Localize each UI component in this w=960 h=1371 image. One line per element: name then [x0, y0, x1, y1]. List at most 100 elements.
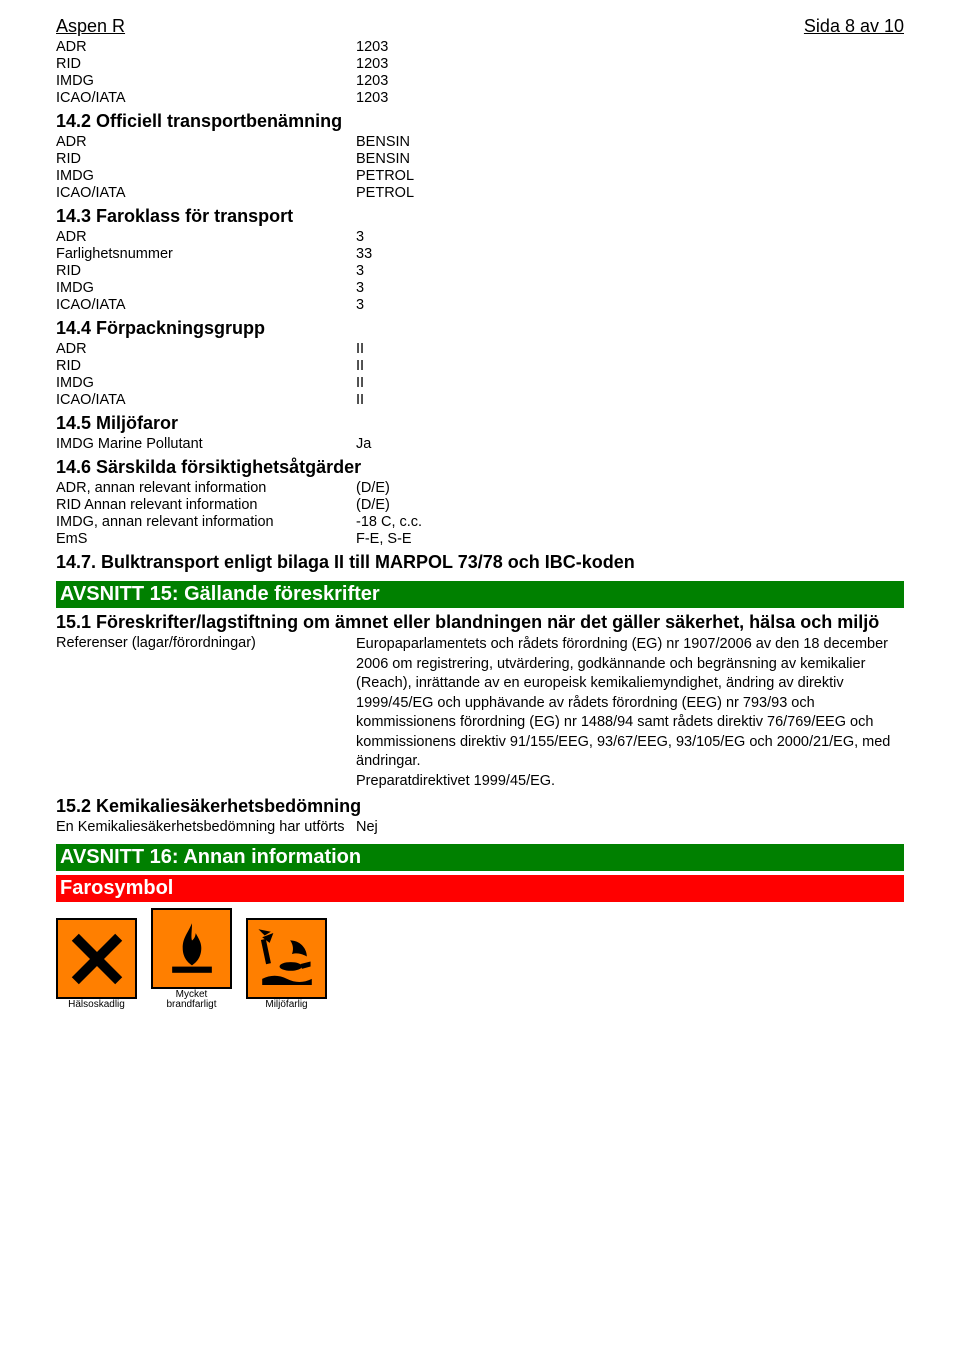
flammable-icon	[151, 908, 232, 989]
row-key: IMDG, annan relevant information	[56, 514, 356, 531]
s14-6-title: 14.6 Särskilda försiktighetsåtgärder	[56, 457, 904, 478]
row-value: 1203	[356, 56, 904, 73]
s15-1-title: 15.1 Föreskrifter/lagstiftning om ämnet …	[56, 612, 904, 633]
row-key: RID	[56, 151, 356, 168]
row-key: ADR, annan relevant information	[56, 480, 356, 497]
s14-2-title: 14.2 Officiell transportbenämning	[56, 111, 904, 132]
s15-band: AVSNITT 15: Gällande föreskrifter	[56, 581, 904, 608]
page-header: Aspen R Sida 8 av 10	[56, 16, 904, 37]
table-row: IMDG3	[56, 280, 904, 297]
table-row: RID3	[56, 263, 904, 280]
table-row: ICAO/IATA3	[56, 297, 904, 314]
farosymbol-band: Farosymbol	[56, 875, 904, 902]
environment-icon	[246, 918, 327, 999]
row-key: ICAO/IATA	[56, 185, 356, 202]
row-key: Farlighetsnummer	[56, 246, 356, 263]
hazard-symbol: Miljöfarlig	[246, 918, 327, 1011]
row-key: EmS	[56, 531, 356, 548]
row-key: ADR	[56, 229, 356, 246]
row-key: RID	[56, 56, 356, 73]
references-text: Europaparlamentets och rådets förordning…	[356, 635, 904, 792]
row-key: RID Annan relevant information	[56, 497, 356, 514]
table-row: IMDG1203	[56, 73, 904, 90]
row-value: 1203	[356, 73, 904, 90]
table-row: IMDGII	[56, 375, 904, 392]
row-value: II	[356, 375, 904, 392]
references-block: Referenser (lagar/förordningar) Europapa…	[56, 635, 904, 792]
row-value: 3	[356, 263, 904, 280]
row-value: Ja	[356, 436, 904, 453]
s15-2-table: En Kemikaliesäkerhetsbedömning har utför…	[56, 819, 904, 836]
table-row: EmSF-E, S-E	[56, 531, 904, 548]
row-value: 3	[356, 297, 904, 314]
row-value: II	[356, 341, 904, 358]
table-row: En Kemikaliesäkerhetsbedömning har utför…	[56, 819, 904, 836]
table-row: ADRII	[56, 341, 904, 358]
s14-6-table: ADR, annan relevant information(D/E)RID …	[56, 480, 904, 548]
s16-band: AVSNITT 16: Annan information	[56, 844, 904, 871]
hazard-label: Mycketbrandfarligt	[166, 990, 216, 1011]
row-value: II	[356, 392, 904, 409]
table-row: RIDBENSIN	[56, 151, 904, 168]
hazard-label: Miljöfarlig	[265, 1000, 307, 1011]
row-value: -18 C, c.c.	[356, 514, 904, 531]
row-value: 3	[356, 280, 904, 297]
s14-5-table: IMDG Marine PollutantJa	[56, 436, 904, 453]
table-row: ADR, annan relevant information(D/E)	[56, 480, 904, 497]
table-row: RIDII	[56, 358, 904, 375]
table-row: ADRBENSIN	[56, 134, 904, 151]
hazard-symbol: Mycketbrandfarligt	[151, 908, 232, 1011]
un-number-table: ADR1203RID1203IMDG1203ICAO/IATA1203	[56, 39, 904, 107]
s14-3-title: 14.3 Faroklass för transport	[56, 206, 904, 227]
row-value: 33	[356, 246, 904, 263]
row-key: ICAO/IATA	[56, 90, 356, 107]
s14-4-title: 14.4 Förpackningsgrupp	[56, 318, 904, 339]
row-key: ICAO/IATA	[56, 297, 356, 314]
row-key: ICAO/IATA	[56, 392, 356, 409]
table-row: IMDG Marine PollutantJa	[56, 436, 904, 453]
row-key: IMDG Marine Pollutant	[56, 436, 356, 453]
row-value: (D/E)	[356, 480, 904, 497]
row-value: Nej	[356, 819, 904, 836]
product-name: Aspen R	[56, 16, 125, 37]
row-value: 1203	[356, 39, 904, 56]
table-row: IMDG, annan relevant information-18 C, c…	[56, 514, 904, 531]
table-row: RID Annan relevant information(D/E)	[56, 497, 904, 514]
row-value: (D/E)	[356, 497, 904, 514]
s14-2-table: ADRBENSINRIDBENSINIMDGPETROLICAO/IATAPET…	[56, 134, 904, 202]
row-key: RID	[56, 263, 356, 280]
hazard-symbol: Hälsoskadlig	[56, 918, 137, 1011]
row-key: IMDG	[56, 375, 356, 392]
page-number: Sida 8 av 10	[804, 16, 904, 37]
row-value: BENSIN	[356, 134, 904, 151]
hazard-label: Hälsoskadlig	[68, 1000, 125, 1011]
table-row: ADR3	[56, 229, 904, 246]
row-key: ADR	[56, 39, 356, 56]
harmful-icon	[56, 918, 137, 999]
row-key: En Kemikaliesäkerhetsbedömning har utför…	[56, 819, 356, 836]
row-key: IMDG	[56, 280, 356, 297]
row-key: IMDG	[56, 168, 356, 185]
references-label: Referenser (lagar/förordningar)	[56, 635, 356, 651]
row-key: RID	[56, 358, 356, 375]
s14-7-title: 14.7. Bulktransport enligt bilaga II til…	[56, 552, 904, 573]
row-value: BENSIN	[356, 151, 904, 168]
row-key: ADR	[56, 341, 356, 358]
table-row: ADR1203	[56, 39, 904, 56]
table-row: ICAO/IATAPETROL	[56, 185, 904, 202]
hazard-symbol-row: Hälsoskadlig Mycketbrandfarligt Miljöfarli…	[56, 908, 904, 1011]
row-value: 1203	[356, 90, 904, 107]
table-row: ICAO/IATA1203	[56, 90, 904, 107]
row-value: II	[356, 358, 904, 375]
row-key: ADR	[56, 134, 356, 151]
s15-2-title: 15.2 Kemikaliesäkerhetsbedömning	[56, 796, 904, 817]
row-value: PETROL	[356, 185, 904, 202]
s14-4-table: ADRIIRIDIIIMDGIIICAO/IATAII	[56, 341, 904, 409]
table-row: Farlighetsnummer33	[56, 246, 904, 263]
table-row: IMDGPETROL	[56, 168, 904, 185]
row-value: PETROL	[356, 168, 904, 185]
s14-3-table: ADR3Farlighetsnummer33RID3IMDG3ICAO/IATA…	[56, 229, 904, 314]
row-key: IMDG	[56, 73, 356, 90]
table-row: RID1203	[56, 56, 904, 73]
s14-5-title: 14.5 Miljöfaror	[56, 413, 904, 434]
